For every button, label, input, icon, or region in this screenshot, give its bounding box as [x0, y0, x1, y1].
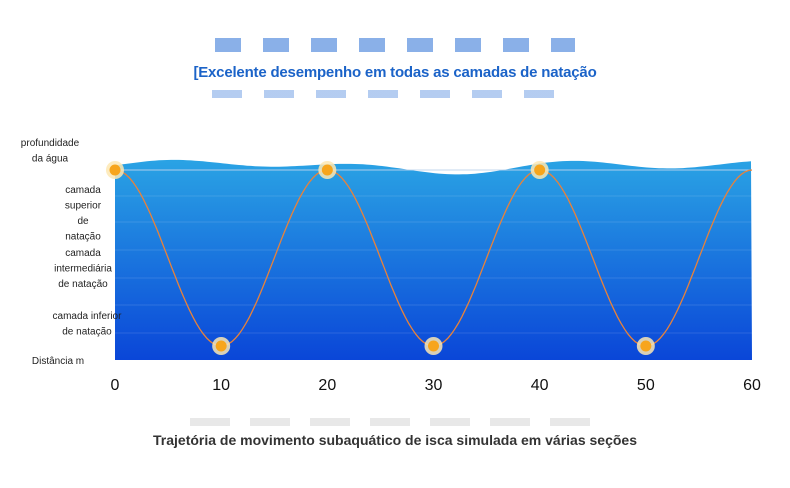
data-point [215, 340, 227, 352]
y-category-label: natação [65, 232, 101, 243]
y-category-label: intermediária [54, 264, 112, 275]
data-point [640, 340, 652, 352]
caption-decoration [190, 418, 600, 426]
y-axis-labels: profundidade da água camada superior de nataç… [21, 138, 122, 367]
x-tick-label: 0 [111, 377, 120, 394]
y-category-label: camada inferior [53, 311, 123, 322]
chart-area: 0 10 20 30 40 50 60 profundidade da água camada s… [21, 138, 761, 394]
markers [106, 161, 655, 355]
gridlines [115, 169, 752, 334]
x-axis-ticks: 0 10 20 30 40 50 60 [111, 377, 761, 394]
x-tick-label: 60 [743, 377, 761, 394]
data-point [109, 164, 121, 176]
y-category-label: de natação [58, 279, 108, 290]
chart-caption: Trajetória de movimento subaquático de i… [153, 432, 637, 448]
x-axis-title: Distância m [32, 356, 84, 367]
data-point [428, 340, 439, 352]
x-tick-label: 40 [531, 377, 549, 394]
data-point [534, 164, 546, 176]
water-area [115, 159, 752, 360]
title-underline-decoration [212, 90, 572, 98]
x-tick-label: 50 [637, 377, 655, 394]
y-category-label: de [77, 216, 89, 227]
y-axis-title: da água [32, 154, 69, 165]
data-point [321, 164, 333, 176]
y-category-label: camada [65, 248, 101, 259]
x-tick-label: 10 [212, 377, 230, 394]
y-category-label: camada [65, 185, 101, 196]
y-category-label: superior [65, 201, 102, 212]
x-tick-label: 20 [318, 377, 336, 394]
title-decoration [215, 38, 575, 52]
y-category-label: de natação [62, 327, 112, 338]
y-axis-title: profundidade [21, 138, 80, 149]
chart-subtitle: [Excelente desempenho em todas as camada… [193, 64, 597, 81]
x-tick-label: 30 [425, 377, 443, 394]
